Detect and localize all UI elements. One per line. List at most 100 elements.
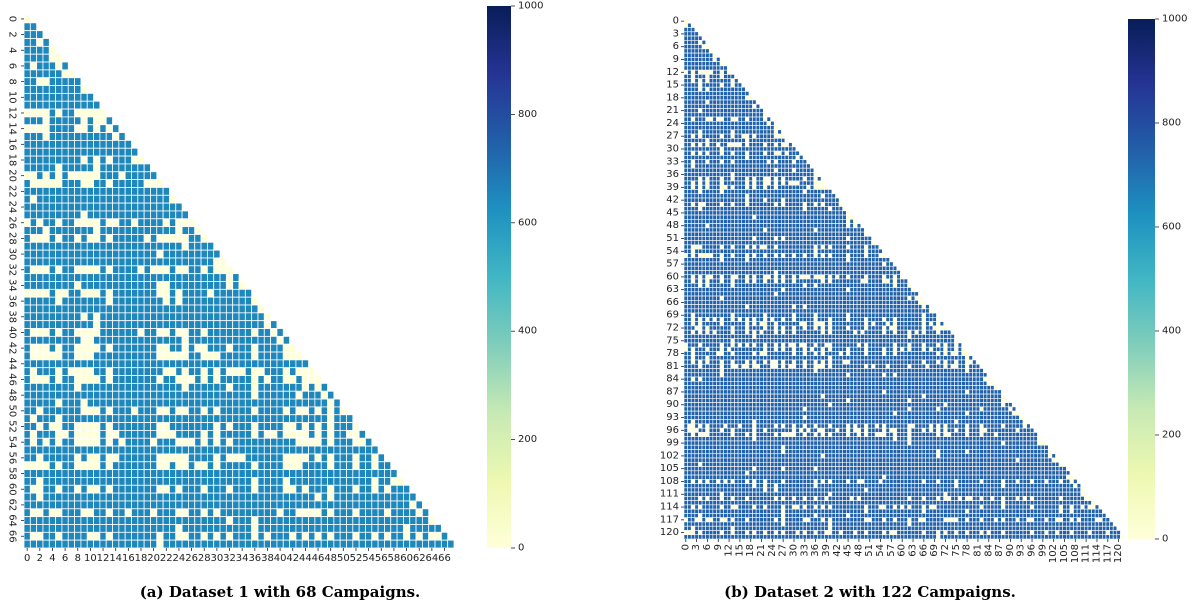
heatmap-cell [745,206,750,212]
heatmap-cell [42,155,50,165]
heatmap-cell [67,187,75,196]
heatmap-cell [809,312,815,318]
heatmap-cell [29,492,38,502]
heatmap-cell [118,234,126,243]
heatmap-cell [719,240,724,246]
heatmap-cell [701,287,706,293]
heatmap-cell [687,193,692,199]
heatmap-cell [403,492,411,502]
heatmap-cell [327,453,335,463]
heatmap-cell [867,253,872,258]
heatmap-cell [143,414,151,423]
heatmap-cell [784,308,789,314]
heatmap-cell [705,150,710,156]
heatmap-cell [175,430,183,439]
heatmap-cell [763,287,768,293]
heatmap-cell [36,147,44,157]
heatmap-cell [683,180,688,186]
heatmap-cell [67,108,75,118]
heatmap-cell [105,461,113,471]
heatmap-cell [80,351,88,361]
heatmap-cell [763,129,768,135]
heatmap-cell [708,308,714,314]
heatmap-cell [169,296,177,306]
heatmap-cell [194,367,202,376]
heatmap-cell [698,163,703,169]
heatmap-cell [74,210,82,220]
heatmap-cell [759,317,764,322]
heatmap-cell [687,274,692,280]
heatmap-cell [694,248,699,254]
heatmap-cell [143,398,151,408]
heatmap-cell [29,296,38,306]
heatmap-cell [150,202,158,212]
x-tick-label: 58 [388,553,401,564]
heatmap-cell [112,132,120,141]
heatmap-cell [788,210,793,216]
heatmap-cell [86,398,94,408]
heatmap-cell [698,227,703,233]
heatmap-cell [806,287,811,293]
heatmap-cell [105,492,113,502]
heatmap-cell [143,359,151,369]
heatmap-cell [74,351,82,361]
heatmap-cell [845,248,851,254]
heatmap-cell [874,253,880,258]
heatmap-cell [910,317,916,322]
heatmap-cell [806,197,811,203]
heatmap-cell [687,112,692,118]
heatmap-cell [874,248,880,254]
heatmap-cell [169,367,177,376]
heatmap-cell [213,320,221,329]
heatmap-cell [301,375,309,384]
heatmap-cell [225,390,234,400]
heatmap-cell [143,296,151,306]
heatmap-cell [795,265,800,271]
heatmap-cell [232,492,240,502]
heatmap-cell [737,112,743,118]
heatmap-cell [831,257,836,263]
heatmap-cell [118,265,126,275]
heatmap-cell [730,287,735,293]
heatmap-cell [118,320,126,329]
heatmap-cell [802,159,807,165]
heatmap-cell [730,121,735,126]
heatmap-cell [842,261,847,267]
heatmap-cell [856,287,862,293]
heatmap-cell [371,477,379,486]
heatmap-cell [777,223,782,229]
heatmap-cell [759,265,764,271]
heatmap-cell [67,304,75,314]
heatmap-cell [719,138,724,143]
heatmap-cell [856,308,862,314]
heatmap-cell [99,414,107,423]
heatmap-cell [282,524,290,533]
heatmap-cell [748,261,753,267]
heatmap-cell [759,129,764,135]
heatmap-cell [295,492,303,502]
heatmap-cell [813,265,818,271]
heatmap-cell [737,103,743,109]
heatmap-cell [150,508,158,518]
heatmap-cell [118,531,126,541]
heatmap-cell [708,155,714,160]
heatmap-cell [788,261,793,267]
heatmap-cell [921,300,926,305]
heatmap-cell [745,99,750,105]
heatmap-cell [124,539,132,549]
heatmap-cell [219,335,227,345]
heatmap-cell [352,539,360,549]
heatmap-cell [74,288,82,298]
heatmap-cell [105,288,113,298]
heatmap-cell [169,492,177,502]
heatmap-cell [806,295,811,301]
heatmap-cell [705,163,710,169]
heatmap-cell [752,312,757,318]
heatmap-cell [687,308,692,314]
heatmap-cell [892,274,898,280]
heatmap-cell [270,539,278,549]
heatmap-cell [244,375,253,384]
heatmap-cell [55,539,63,549]
heatmap-cell [61,492,69,502]
heatmap-cell [741,317,746,322]
